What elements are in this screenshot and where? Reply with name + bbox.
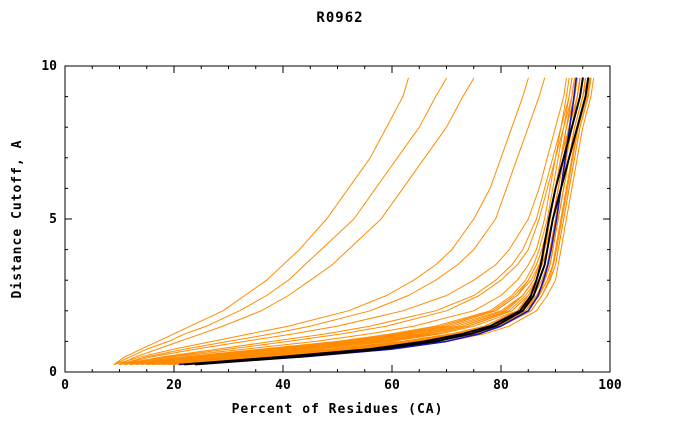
series-line-orange	[129, 77, 578, 365]
x-tick-label: 80	[493, 378, 509, 393]
series-line-orange	[119, 77, 475, 365]
series-line-orange	[129, 77, 581, 365]
x-tick-label: 20	[166, 378, 182, 393]
y-axis-label: Distance Cutoff, A	[10, 139, 25, 299]
series-line-black	[183, 77, 584, 366]
x-axis-label: Percent of Residues (CA)	[231, 402, 444, 417]
x-tick-label: 100	[598, 378, 622, 393]
series-line-orange	[119, 77, 567, 365]
y-tick-label: 0	[49, 365, 57, 380]
series-line-orange	[168, 77, 592, 365]
series-line-orange	[173, 77, 592, 365]
series-line-orange	[119, 77, 546, 365]
series-line-orange	[113, 77, 529, 365]
x-tick-label: 60	[384, 378, 400, 393]
series-line-orange	[157, 77, 589, 365]
y-tick-label: 10	[41, 59, 57, 74]
x-tick-label: 0	[61, 378, 69, 393]
series-line-orange	[124, 77, 576, 365]
series-line-orange	[162, 77, 586, 365]
chart-title: R0962	[316, 10, 364, 26]
series-line-orange	[157, 77, 586, 365]
series-line-orange	[146, 77, 581, 365]
series-line-orange	[146, 77, 589, 365]
series-line-orange	[119, 77, 570, 365]
series-line-orange	[119, 77, 573, 365]
series-line-orange	[113, 77, 447, 365]
series-line-black	[194, 77, 590, 366]
series-line-orange	[113, 77, 409, 365]
x-tick-label: 40	[275, 378, 291, 393]
series-line-orange	[119, 77, 573, 365]
y-tick-label: 5	[49, 212, 57, 227]
